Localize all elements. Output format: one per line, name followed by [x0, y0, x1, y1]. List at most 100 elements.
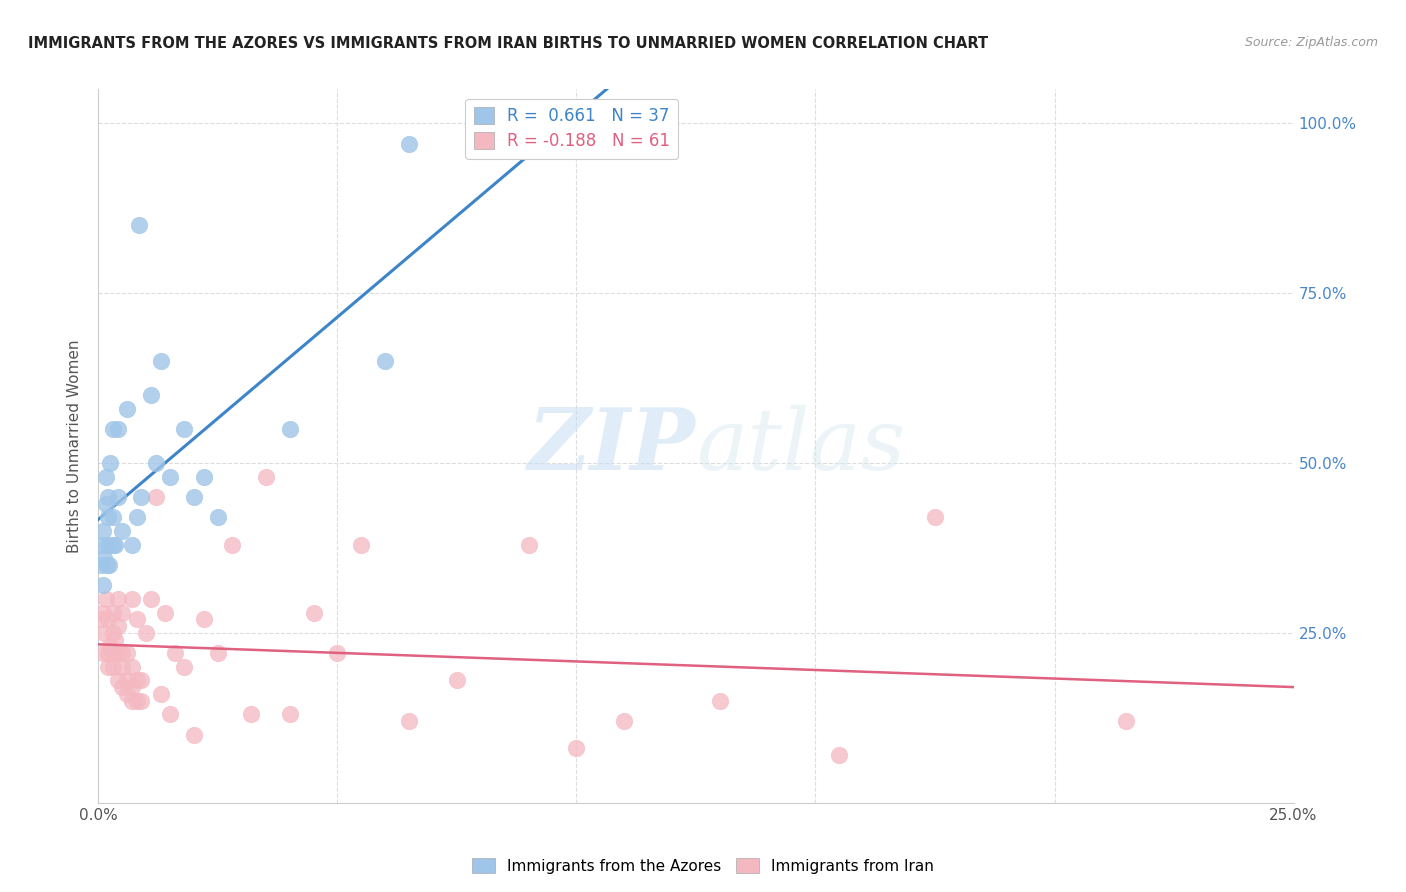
- Point: [709, 694, 731, 708]
- Point: [278, 707, 301, 722]
- Text: atlas: atlas: [696, 405, 905, 487]
- Point: [94, 497, 117, 511]
- Point: [139, 388, 162, 402]
- Point: [446, 673, 468, 688]
- Point: [159, 707, 181, 722]
- Point: [97, 558, 120, 572]
- Point: [159, 469, 181, 483]
- Point: [125, 510, 148, 524]
- Point: [97, 510, 120, 524]
- Point: [97, 490, 120, 504]
- Point: [121, 660, 143, 674]
- Point: [221, 537, 243, 551]
- Point: [139, 591, 162, 606]
- Point: [91, 524, 114, 538]
- Point: [207, 646, 229, 660]
- Point: [97, 537, 120, 551]
- Point: [131, 694, 153, 708]
- Legend: Immigrants from the Azores, Immigrants from Iran: Immigrants from the Azores, Immigrants f…: [465, 852, 941, 880]
- Point: [121, 694, 143, 708]
- Point: [115, 401, 138, 416]
- Point: [131, 673, 153, 688]
- Point: [97, 612, 120, 626]
- Point: [101, 422, 124, 436]
- Point: [125, 694, 148, 708]
- Point: [398, 136, 420, 151]
- Point: [94, 469, 117, 483]
- Point: [207, 510, 229, 524]
- Point: [90, 558, 112, 572]
- Point: [91, 606, 114, 620]
- Point: [149, 354, 172, 368]
- Point: [183, 728, 205, 742]
- Point: [101, 606, 124, 620]
- Point: [278, 422, 301, 436]
- Point: [97, 660, 120, 674]
- Text: IMMIGRANTS FROM THE AZORES VS IMMIGRANTS FROM IRAN BIRTHS TO UNMARRIED WOMEN COR: IMMIGRANTS FROM THE AZORES VS IMMIGRANTS…: [28, 36, 988, 51]
- Point: [131, 490, 153, 504]
- Point: [107, 619, 129, 633]
- Point: [115, 646, 138, 660]
- Point: [91, 578, 114, 592]
- Point: [91, 646, 114, 660]
- Point: [111, 606, 134, 620]
- Point: [104, 537, 127, 551]
- Y-axis label: Births to Unmarried Women: Births to Unmarried Women: [67, 339, 83, 553]
- Point: [107, 591, 129, 606]
- Point: [173, 660, 195, 674]
- Point: [101, 646, 124, 660]
- Point: [98, 456, 122, 470]
- Point: [173, 422, 195, 436]
- Point: [125, 612, 148, 626]
- Point: [101, 537, 124, 551]
- Point: [91, 537, 114, 551]
- Point: [111, 524, 134, 538]
- Point: [121, 537, 143, 551]
- Point: [93, 626, 115, 640]
- Point: [97, 646, 120, 660]
- Point: [94, 591, 117, 606]
- Point: [96, 558, 118, 572]
- Point: [193, 469, 215, 483]
- Text: Source: ZipAtlas.com: Source: ZipAtlas.com: [1244, 36, 1378, 49]
- Point: [374, 354, 396, 368]
- Point: [111, 660, 134, 674]
- Point: [101, 626, 124, 640]
- Point: [107, 646, 129, 660]
- Point: [145, 456, 167, 470]
- Point: [115, 673, 138, 688]
- Point: [111, 680, 134, 694]
- Point: [107, 673, 129, 688]
- Point: [115, 687, 138, 701]
- Point: [128, 218, 150, 232]
- Point: [350, 537, 373, 551]
- Point: [924, 510, 946, 524]
- Point: [302, 606, 325, 620]
- Point: [613, 714, 636, 729]
- Point: [90, 612, 112, 626]
- Point: [121, 591, 143, 606]
- Point: [398, 714, 420, 729]
- Point: [121, 680, 143, 694]
- Point: [183, 490, 205, 504]
- Point: [101, 510, 124, 524]
- Point: [149, 687, 172, 701]
- Point: [193, 612, 215, 626]
- Point: [107, 490, 129, 504]
- Legend: R =  0.661   N = 37, R = -0.188   N = 61: R = 0.661 N = 37, R = -0.188 N = 61: [465, 99, 678, 159]
- Point: [104, 632, 127, 647]
- Point: [155, 606, 177, 620]
- Text: ZIP: ZIP: [529, 404, 696, 488]
- Point: [240, 707, 263, 722]
- Point: [98, 640, 122, 654]
- Point: [135, 626, 157, 640]
- Point: [828, 748, 851, 763]
- Point: [254, 469, 277, 483]
- Point: [1115, 714, 1137, 729]
- Point: [93, 551, 115, 566]
- Point: [163, 646, 186, 660]
- Point: [565, 741, 588, 756]
- Point: [125, 673, 148, 688]
- Point: [326, 646, 349, 660]
- Point: [517, 537, 540, 551]
